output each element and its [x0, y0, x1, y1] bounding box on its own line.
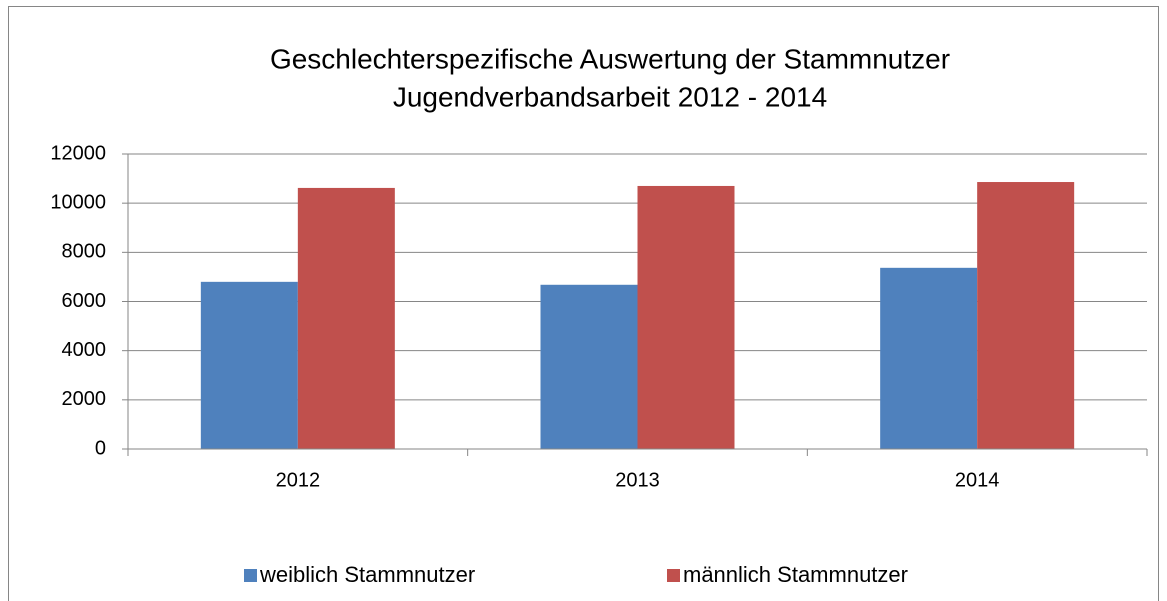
bar: [880, 267, 978, 449]
legend-label: männlich Stammnutzer: [683, 562, 908, 587]
legend-swatch: [667, 569, 680, 582]
y-tick-label: 12000: [50, 142, 106, 164]
chart-title: Jugendverbandsarbeit 2012 - 2014: [393, 81, 827, 112]
y-tick-label: 6000: [62, 290, 107, 312]
bar: [200, 281, 298, 449]
y-tick-label: 0: [95, 437, 106, 459]
x-tick-label: 2012: [276, 469, 321, 491]
y-tick-label: 4000: [62, 339, 107, 361]
chart-title: Geschlechterspezifische Auswertung der S…: [270, 43, 950, 74]
y-tick-label: 10000: [50, 191, 106, 213]
bar: [297, 187, 395, 450]
x-tick-label: 2014: [955, 469, 1000, 491]
bar: [540, 284, 638, 449]
x-tick-label: 2013: [615, 469, 660, 491]
y-tick-label: 2000: [62, 388, 107, 410]
bar: [977, 182, 1075, 449]
bar: [637, 185, 735, 450]
y-tick-label: 8000: [62, 241, 107, 263]
legend-swatch: [244, 569, 257, 582]
legend-label: weiblich Stammnutzer: [259, 562, 475, 587]
